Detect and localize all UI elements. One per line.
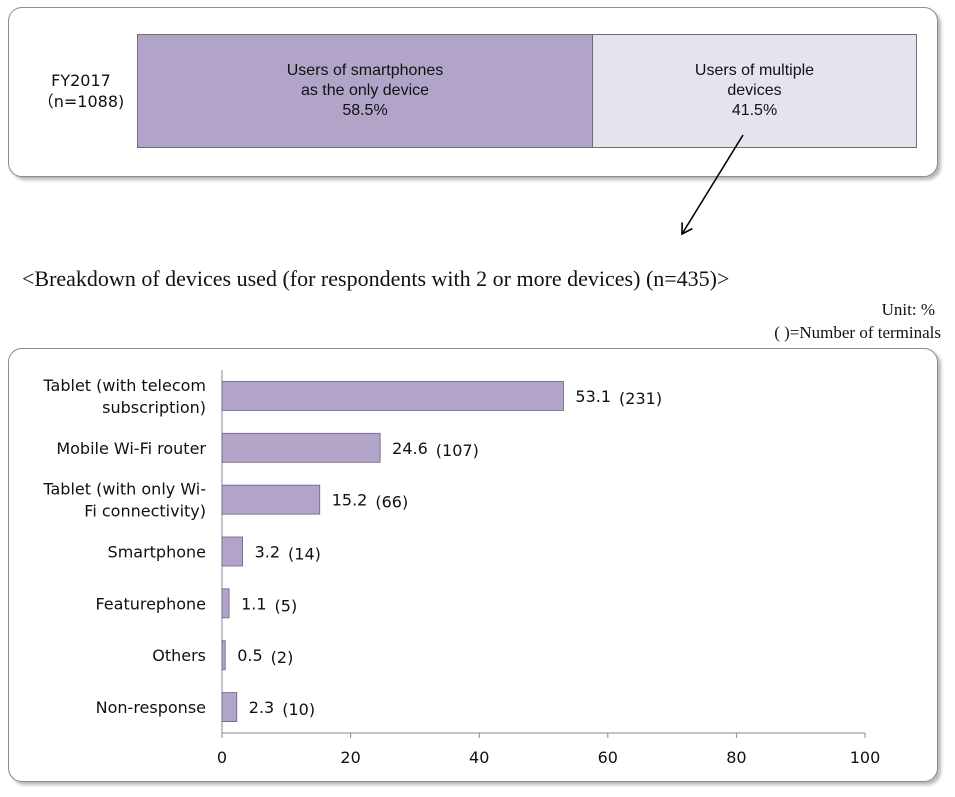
data-label: 53.1 xyxy=(575,387,611,406)
segment-label-line: Users of smartphones xyxy=(286,62,444,79)
breakdown-title: <Breakdown of devices used (for responde… xyxy=(22,266,730,291)
x-tick-label: 80 xyxy=(726,748,746,767)
x-tick-label: 100 xyxy=(850,748,881,767)
segment-percent: 41.5% xyxy=(731,102,778,119)
bar xyxy=(221,432,381,463)
category-label: Smartphone xyxy=(108,543,206,562)
data-label: 2.3 xyxy=(249,698,274,717)
summary-panel: FY2017 （n=1088) Users of smartphones as … xyxy=(8,7,938,177)
segment-multiple-devices: Users of multiple devices 41.5% xyxy=(593,34,917,148)
terminal-count-label: (14) xyxy=(288,545,321,564)
category-label: Tablet (with telecom subscription) xyxy=(42,376,206,417)
segment-label-line: as the only device xyxy=(300,82,430,99)
category-label: Non-response xyxy=(96,698,206,717)
chart-panel xyxy=(8,348,938,782)
x-tick-label: 60 xyxy=(598,748,618,767)
terminal-count-label: (107) xyxy=(436,441,479,460)
bar xyxy=(221,484,321,515)
data-label: 0.5 xyxy=(237,646,262,665)
bar xyxy=(221,588,230,619)
bar xyxy=(221,536,243,567)
x-tick-label: 40 xyxy=(469,748,489,767)
segment-smartphone-only: Users of smartphones as the only device … xyxy=(137,34,593,148)
bar xyxy=(221,640,226,671)
terminal-count-label: (231) xyxy=(619,389,662,408)
unit-note: Unit: % xyxy=(881,300,935,319)
bar xyxy=(221,381,564,411)
data-label: 24.6 xyxy=(392,439,428,458)
data-label: 3.2 xyxy=(255,543,280,562)
terminal-count-label: (10) xyxy=(282,700,315,719)
terminal-count-label: (5) xyxy=(275,596,298,615)
category-label: Featurephone xyxy=(95,594,206,613)
segment-percent: 58.5% xyxy=(342,102,388,119)
period-label: FY2017 （n=1088) xyxy=(31,70,131,112)
down-arrow-icon xyxy=(681,134,744,236)
category-label: Mobile Wi-Fi router xyxy=(56,439,206,458)
data-label: 1.1 xyxy=(241,594,266,613)
category-label: Others xyxy=(152,646,206,665)
terminal-count-label: (66) xyxy=(375,493,408,512)
x-tick-label: 0 xyxy=(217,748,227,767)
category-label: Tablet (with only Wi-Fi connectivity) xyxy=(42,480,206,521)
segment-label-line: Users of multiple xyxy=(694,62,815,79)
data-label: 15.2 xyxy=(332,491,368,510)
x-tick-label: 20 xyxy=(340,748,360,767)
period-sample-size: （n=1088) xyxy=(37,92,125,111)
terminals-note: ( )=Number of terminals xyxy=(774,323,941,342)
segment-label-line: devices xyxy=(727,82,782,99)
terminal-count-label: (2) xyxy=(271,648,294,667)
bar xyxy=(221,692,238,722)
period-year: FY2017 xyxy=(51,71,111,90)
